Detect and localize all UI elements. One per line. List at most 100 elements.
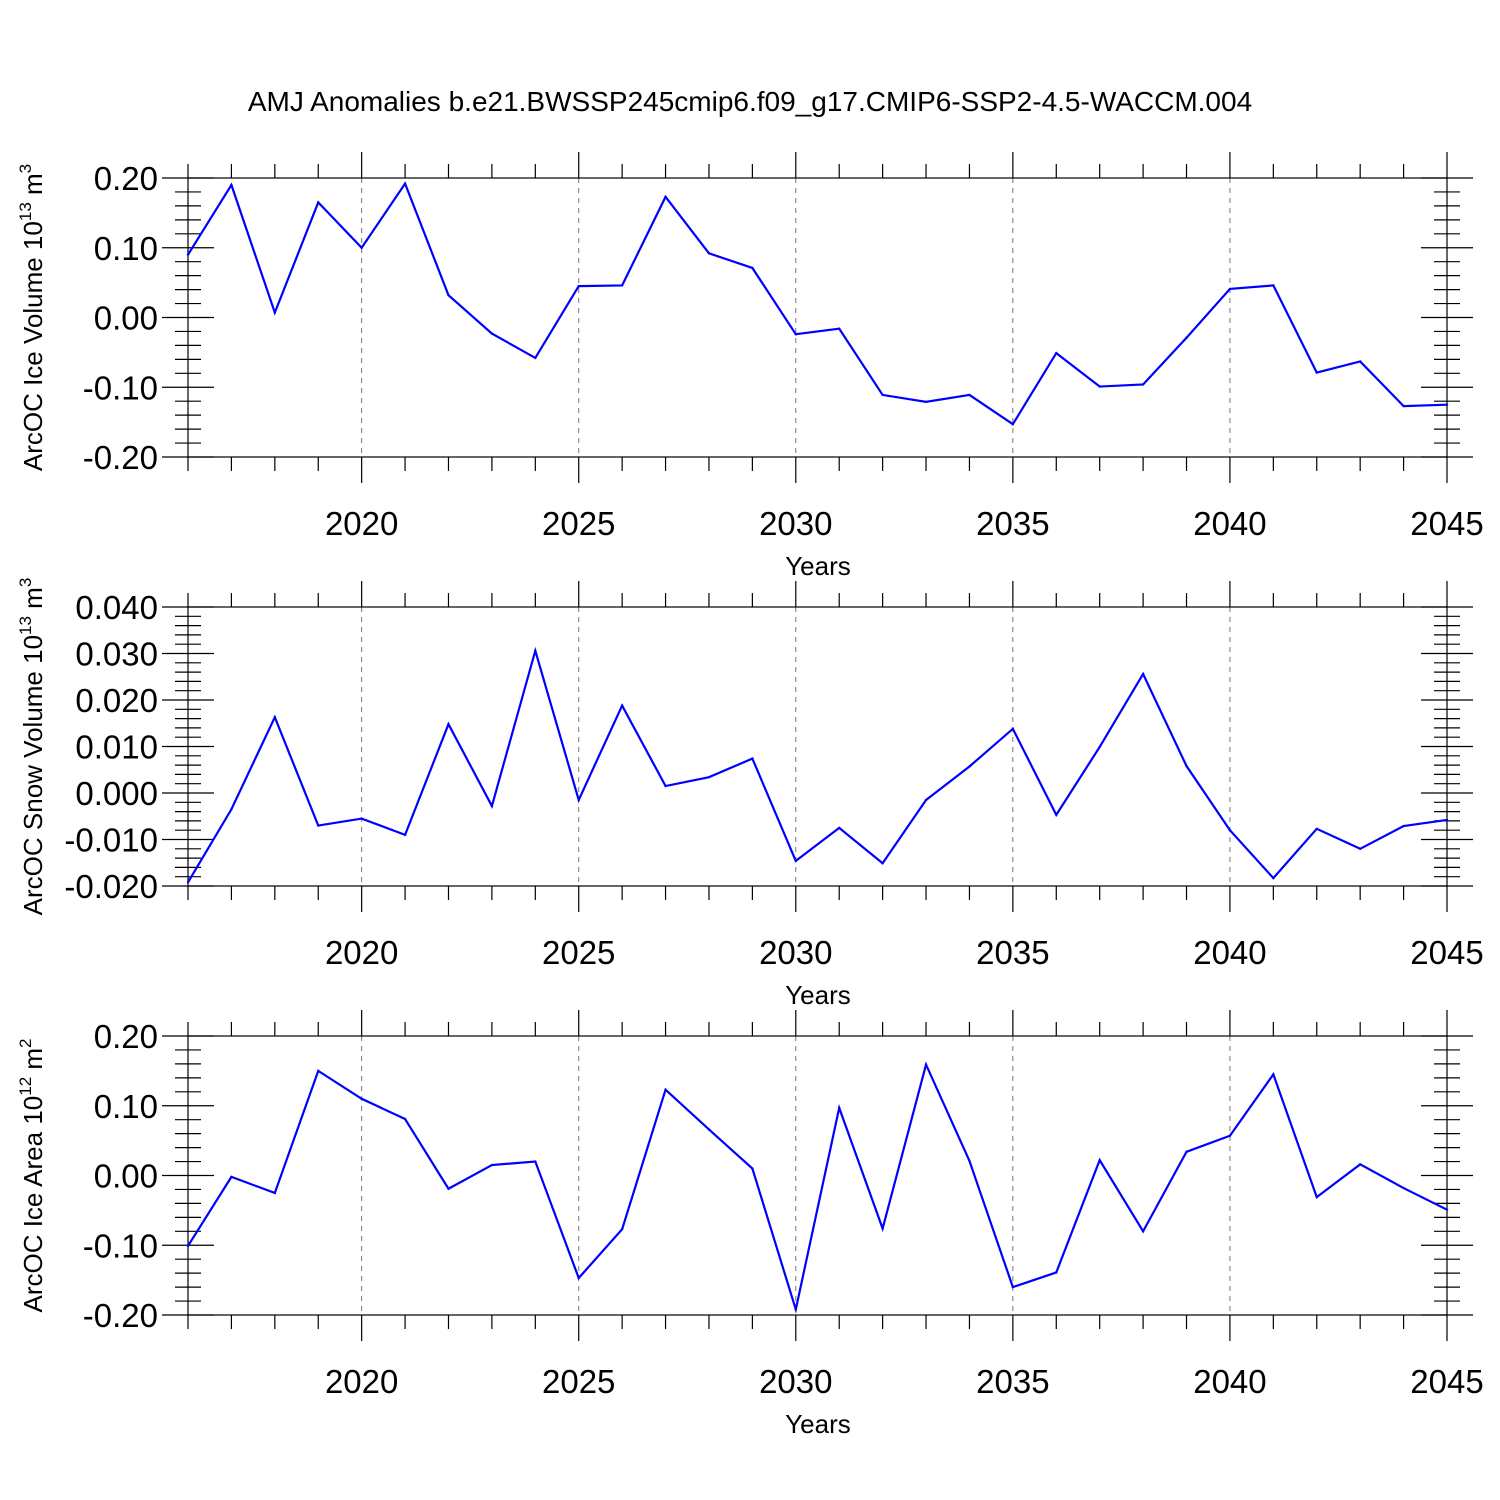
x-tick-label: 2045 [1410, 1363, 1483, 1400]
y-axis-label: ArcOC Ice Volume 1013 m3 [16, 164, 48, 471]
data-point [838, 327, 841, 330]
data-point [317, 1069, 320, 1073]
y-axis-label-ylabel-main: ArcOC Ice Volume 10 [18, 221, 48, 471]
y-axis-label-ylabel-sup: 13 [16, 202, 35, 221]
data-point [273, 311, 277, 314]
x-axis-label: Years [785, 1409, 851, 1439]
y-axis-label-ylabel-unit: m [18, 1048, 48, 1077]
data-point [838, 826, 841, 830]
x-tick-label: 2030 [759, 1363, 832, 1400]
y-tick-label: -0.10 [83, 369, 158, 406]
data-point [707, 1128, 711, 1131]
data-point [360, 246, 363, 249]
data-point [1315, 371, 1318, 374]
data-point [751, 266, 754, 270]
data-point [924, 798, 928, 802]
data-point [1055, 813, 1058, 817]
x-tick-label: 2020 [325, 1363, 398, 1400]
y-axis-label-ylabel-unit-sup: 3 [16, 164, 35, 173]
y-tick-label: -0.10 [83, 1227, 158, 1264]
y-tick-label: 0.20 [94, 160, 158, 197]
data-point [1358, 847, 1362, 850]
data-point [317, 824, 320, 827]
data-point [1011, 423, 1015, 426]
data-point [490, 332, 494, 335]
y-tick-label: 0.10 [94, 1088, 158, 1125]
data-point [794, 859, 797, 863]
y-tick-label: 0.010 [75, 729, 158, 766]
data-point [1185, 1150, 1188, 1153]
data-point [751, 757, 754, 760]
data-point [186, 1244, 190, 1248]
data-point [1445, 818, 1449, 822]
data-point [881, 862, 884, 865]
data-point [664, 1088, 667, 1091]
data-point [577, 1276, 580, 1280]
x-tick-label: 2040 [1193, 505, 1266, 542]
panel-2: -0.020 -0.010 0.000 0.010 0.020 0.030 0.040 202… [16, 578, 1484, 1010]
data-point [490, 804, 494, 808]
y-tick-label: 0.00 [94, 1158, 158, 1195]
y-axis-label-ylabel-unit: m [18, 173, 48, 202]
series-line [187, 181, 1448, 426]
data-point [794, 333, 797, 336]
data-point [707, 775, 711, 779]
y-tick-label: -0.010 [64, 822, 158, 859]
data-point [968, 1159, 971, 1163]
chart-title: AMJ Anomalies b.e21.BWSSP245cmip6.f09_g1… [248, 86, 1252, 117]
data-point [1228, 1134, 1232, 1137]
panel-1: -0.20 -0.10 0.00 0.10 0.20 2020 2025 2030 2035 20… [16, 152, 1484, 581]
data-point [1445, 1208, 1449, 1211]
data-point [1011, 1285, 1015, 1289]
y-axis-label-ylabel-sup: 12 [16, 1077, 35, 1096]
y-axis-label-ylabel-unit-sup: 3 [16, 578, 35, 587]
data-point [664, 784, 667, 788]
y-axis-label-ylabel-unit: m [18, 587, 48, 616]
data-point [534, 356, 537, 360]
panels: -0.20 -0.10 0.00 0.10 0.20 2020 2025 2030 2035 20… [16, 152, 1484, 1439]
y-axis-label-ylabel-main: ArcOC Ice Area 10 [18, 1096, 48, 1313]
data-point [838, 1106, 841, 1110]
data-point [1011, 727, 1015, 731]
data-point [1055, 1271, 1058, 1274]
data-point [534, 649, 537, 652]
data-point [186, 881, 190, 884]
plot-frame [187, 177, 1448, 458]
data-point [881, 393, 884, 397]
y-tick-label: -0.020 [64, 868, 158, 905]
x-tick-label: 2020 [325, 934, 398, 971]
x-tick-label: 2025 [542, 505, 615, 542]
y-tick-label: 0.000 [75, 775, 158, 812]
x-tick-label: 2025 [542, 1363, 615, 1400]
x-tick-label: 2035 [976, 1363, 1049, 1400]
data-point [707, 252, 711, 255]
data-point [1098, 385, 1101, 388]
data-point [186, 253, 190, 256]
data-point [360, 1097, 363, 1100]
data-point [1272, 284, 1275, 287]
data-point [273, 716, 277, 719]
y-tick-label: 0.020 [75, 682, 158, 719]
data-point [1228, 829, 1232, 832]
data-point [1315, 827, 1318, 831]
y-axis-label-ylabel-main: ArcOC Snow Volume 10 [18, 635, 48, 915]
data-point [1358, 360, 1362, 363]
data-point [620, 284, 624, 287]
data-point [881, 1227, 884, 1230]
y-axis-label: ArcOC Ice Area 1012 m2 [16, 1038, 48, 1312]
data-point [1141, 672, 1145, 676]
data-point [230, 808, 233, 811]
x-tick-label: 2030 [759, 934, 832, 971]
data-point [1402, 1186, 1405, 1190]
data-point [1445, 403, 1449, 406]
x-tick-label: 2045 [1410, 934, 1483, 971]
data-point [273, 1191, 277, 1195]
data-point [1402, 404, 1405, 408]
y-tick-label: -0.20 [83, 439, 158, 476]
data-point [1358, 1163, 1362, 1166]
data-point [794, 1308, 797, 1311]
data-point [230, 183, 233, 187]
data-point [1055, 351, 1058, 355]
data-point [1315, 1195, 1318, 1199]
